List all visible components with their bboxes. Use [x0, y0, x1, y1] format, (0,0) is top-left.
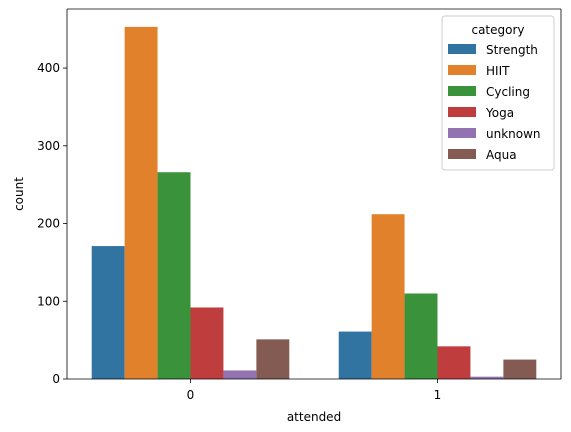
legend-swatch-cycling — [448, 86, 476, 96]
legend-title: category — [471, 23, 524, 37]
x-tick-label: 0 — [187, 388, 195, 402]
bar-strength-0 — [92, 246, 125, 379]
legend-swatch-aqua — [448, 149, 476, 159]
legend-swatch-strength — [448, 44, 476, 54]
legend-swatch-yoga — [448, 107, 476, 117]
bar-strength-1 — [339, 332, 372, 379]
legend: category Strength HIIT Cycling Yoga unknown Aq… — [442, 16, 554, 170]
y-tick-label: 300 — [37, 139, 60, 153]
y-tick-label: 400 — [37, 61, 60, 75]
x-axis-label: attended — [287, 410, 341, 424]
bar-hiit-0 — [125, 27, 158, 379]
legend-label-hiit: HIIT — [486, 64, 510, 78]
legend-label-aqua: Aqua — [486, 148, 517, 162]
legend-label-yoga: Yoga — [485, 106, 514, 120]
y-tick-label: 200 — [37, 217, 60, 231]
legend-swatch-unknown — [448, 128, 476, 138]
legend-swatch-hiit — [448, 65, 476, 75]
bar-yoga-0 — [191, 307, 224, 379]
legend-label-strength: Strength — [486, 43, 538, 57]
bar-aqua-0 — [256, 339, 289, 379]
y-tick-label: 0 — [52, 372, 60, 386]
bar-cycling-0 — [158, 172, 191, 379]
y-tick-label: 100 — [37, 294, 60, 308]
bar-unknown-0 — [223, 370, 256, 379]
x-tick-label: 1 — [434, 388, 442, 402]
bar-yoga-1 — [438, 346, 471, 379]
bar-aqua-1 — [503, 360, 536, 379]
bar-hiit-1 — [372, 214, 405, 379]
y-axis-label: count — [12, 177, 26, 211]
legend-label-unknown: unknown — [486, 127, 541, 141]
bar-cycling-1 — [405, 294, 438, 380]
legend-label-cycling: Cycling — [486, 85, 530, 99]
